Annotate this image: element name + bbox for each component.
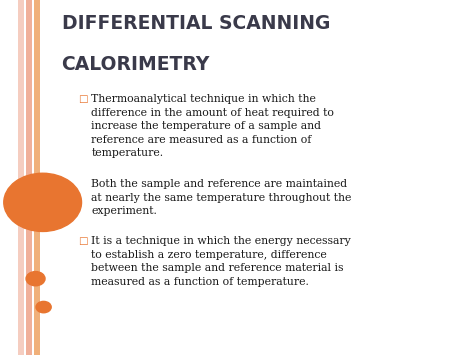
Text: □: □	[78, 236, 88, 246]
Text: Thermoanalytical technique in which the
difference in the amount of heat require: Thermoanalytical technique in which the …	[91, 94, 334, 158]
Text: It is a technique in which the energy necessary
to establish a zero temperature,: It is a technique in which the energy ne…	[91, 236, 351, 287]
FancyBboxPatch shape	[34, 0, 40, 355]
Text: □: □	[78, 94, 88, 104]
FancyBboxPatch shape	[18, 0, 24, 355]
Circle shape	[4, 173, 82, 231]
Circle shape	[26, 272, 45, 286]
Text: Both the sample and reference are maintained
at nearly the same temperature thro: Both the sample and reference are mainta…	[91, 179, 352, 217]
Text: CALORIMETRY: CALORIMETRY	[62, 55, 210, 74]
FancyBboxPatch shape	[26, 0, 32, 355]
Circle shape	[36, 301, 51, 313]
Text: DIFFERENTIAL SCANNING: DIFFERENTIAL SCANNING	[62, 14, 330, 33]
